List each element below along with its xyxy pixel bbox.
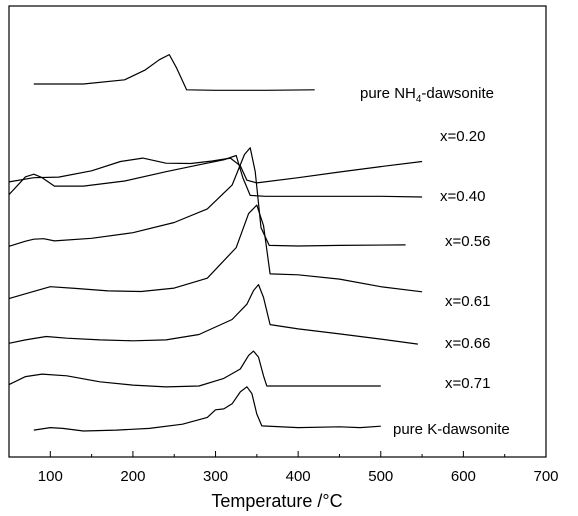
series-labels: pure NH4-dawsonite x=0.20 x=0.40 x=0.56 x=0.… — [360, 85, 510, 438]
x-tick-label: 700 — [533, 468, 558, 485]
series-label: x=0.66 — [445, 335, 490, 352]
series-line-x-0-56 — [8, 147, 406, 247]
series-line-pure-k-dawsonite — [33, 386, 381, 432]
series-line-x-0-66 — [8, 284, 418, 345]
x-axis-ticks: 100 200 300 400 500 600 700 — [8, 451, 559, 485]
x-tick-label: 100 — [38, 468, 63, 485]
series-label: pure K-dawsonite — [393, 421, 510, 438]
series-label: x=0.56 — [445, 233, 490, 250]
x-tick-label: 400 — [286, 468, 311, 485]
x-axis-title: Temperature /°C — [211, 491, 342, 511]
series-label: x=0.40 — [440, 188, 485, 205]
series-label: x=0.61 — [445, 293, 490, 310]
series-label: x=0.20 — [440, 128, 485, 145]
series-line-x-0-40 — [8, 154, 423, 198]
series-line-pure-nh — [33, 54, 315, 91]
x-tick-label: 300 — [203, 468, 228, 485]
series-label: x=0.71 — [445, 375, 490, 392]
series-line-x-0-20 — [8, 157, 423, 184]
series-curves — [8, 54, 423, 432]
series-line-x-0-61 — [8, 204, 423, 300]
x-tick-label: 200 — [120, 468, 145, 485]
series-label: pure NH4-dawsonite — [360, 85, 494, 105]
x-tick-label: 500 — [368, 468, 393, 485]
series-line-x-0-71 — [8, 350, 381, 388]
plot-frame — [8, 5, 547, 458]
x-tick-label: 600 — [451, 468, 476, 485]
